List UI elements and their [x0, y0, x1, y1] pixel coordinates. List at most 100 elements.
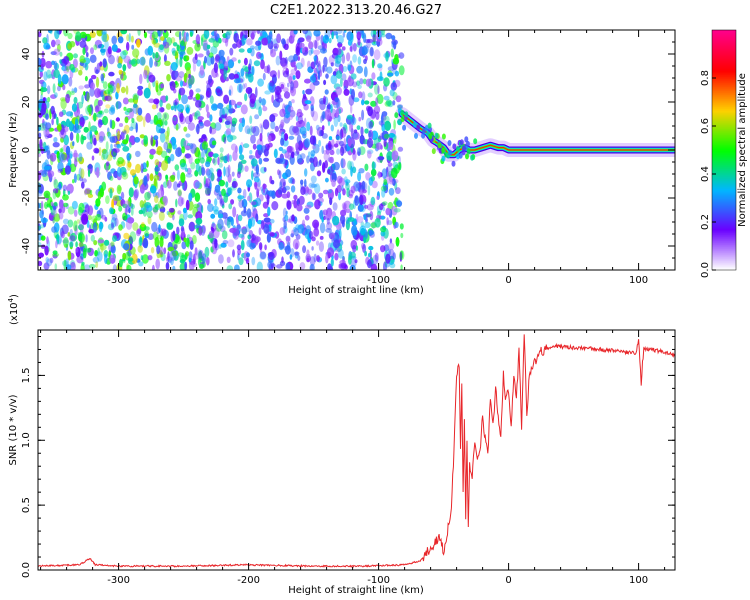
noise-cell [161, 118, 165, 129]
noise-cell [226, 218, 231, 229]
noise-cell [262, 106, 268, 112]
noise-cell [225, 38, 229, 47]
colorbar-segment [712, 232, 736, 235]
noise-cell [250, 158, 258, 167]
colorbar-segment [712, 114, 736, 117]
noise-cell [201, 134, 207, 140]
noise-cell [215, 72, 219, 78]
noise-cell [193, 203, 200, 209]
noise-cell [50, 51, 57, 56]
noise-cell [319, 235, 324, 240]
noise-cell [160, 150, 168, 158]
noise-cell [172, 265, 176, 270]
noise-cell [327, 189, 333, 194]
noise-cell [362, 137, 366, 145]
noise-cell [388, 242, 395, 251]
noise-cell [172, 143, 177, 150]
noise-cell [144, 226, 150, 231]
noise-cell [184, 145, 191, 150]
noise-cell [62, 184, 68, 191]
noise-cell [209, 167, 214, 174]
noise-cell [127, 198, 130, 205]
noise-cell [200, 37, 204, 47]
noise-cell [371, 72, 376, 80]
noise-cell [96, 167, 100, 178]
noise-cell [172, 114, 178, 126]
noise-cell [237, 59, 241, 64]
noise-cell [397, 162, 401, 170]
noise-cell [66, 65, 70, 73]
noise-cell [217, 169, 222, 178]
noise-cell [317, 60, 321, 71]
noise-cell [256, 30, 260, 35]
noise-cell [93, 137, 97, 146]
noise-cell [93, 147, 100, 154]
noise-cell [391, 150, 399, 161]
noise-cell [102, 81, 108, 90]
noise-cell [269, 114, 276, 123]
noise-cell [175, 75, 183, 82]
noise-cell [284, 185, 291, 191]
noise-cell [43, 165, 51, 171]
noise-cell [209, 114, 213, 122]
noise-cell [276, 264, 283, 269]
noise-cell [347, 160, 352, 170]
noise-cell [228, 89, 232, 96]
signal-blob [451, 160, 456, 167]
noise-cell [120, 30, 128, 35]
noise-cell [52, 253, 58, 259]
noise-cell [194, 181, 202, 189]
noise-cell [52, 250, 58, 255]
noise-cell [284, 214, 289, 222]
noise-cell [167, 246, 175, 252]
noise-cell [186, 55, 190, 61]
noise-cell [377, 63, 383, 69]
noise-cell [251, 65, 255, 76]
noise-cell [278, 146, 284, 152]
noise-cell [337, 42, 343, 48]
noise-cell [371, 180, 378, 189]
noise-cell [58, 152, 65, 163]
noise-cell [347, 217, 355, 222]
noise-cell [49, 257, 54, 264]
noise-cell [100, 242, 104, 253]
noise-cell [232, 206, 237, 218]
noise-cell [162, 112, 170, 121]
noise-cell [57, 168, 64, 173]
noise-cell [156, 227, 161, 235]
noise-cell [84, 189, 87, 196]
noise-cell [52, 216, 56, 224]
noise-cell [385, 99, 392, 106]
noise-cell [220, 200, 224, 206]
noise-cell [394, 221, 399, 229]
noise-cell [400, 264, 403, 270]
noise-cell [70, 90, 75, 96]
noise-cell [271, 201, 279, 211]
noise-cell [148, 74, 156, 83]
noise-cell [107, 171, 112, 180]
noise-cell [139, 200, 145, 208]
noise-cell [127, 217, 135, 224]
noise-cell [211, 103, 218, 111]
noise-cell [287, 82, 290, 88]
noise-cell [100, 73, 105, 82]
noise-cell [72, 124, 77, 133]
noise-cell [46, 236, 49, 245]
noise-cell [370, 196, 376, 206]
noise-cell [133, 103, 138, 109]
noise-cell [63, 55, 70, 65]
noise-cell [143, 69, 148, 80]
noise-cell [367, 92, 373, 98]
noise-cell [304, 215, 310, 221]
noise-cell [189, 31, 193, 37]
noise-cell [237, 83, 243, 93]
colorbar-segment [712, 168, 736, 171]
noise-cell [95, 132, 100, 142]
noise-cell [90, 82, 95, 90]
noise-cell [376, 76, 384, 82]
noise-cell [331, 179, 336, 187]
noise-cell [343, 88, 350, 96]
noise-cell [392, 57, 400, 65]
noise-cell [103, 135, 106, 141]
colorbar-frame [711, 29, 737, 271]
